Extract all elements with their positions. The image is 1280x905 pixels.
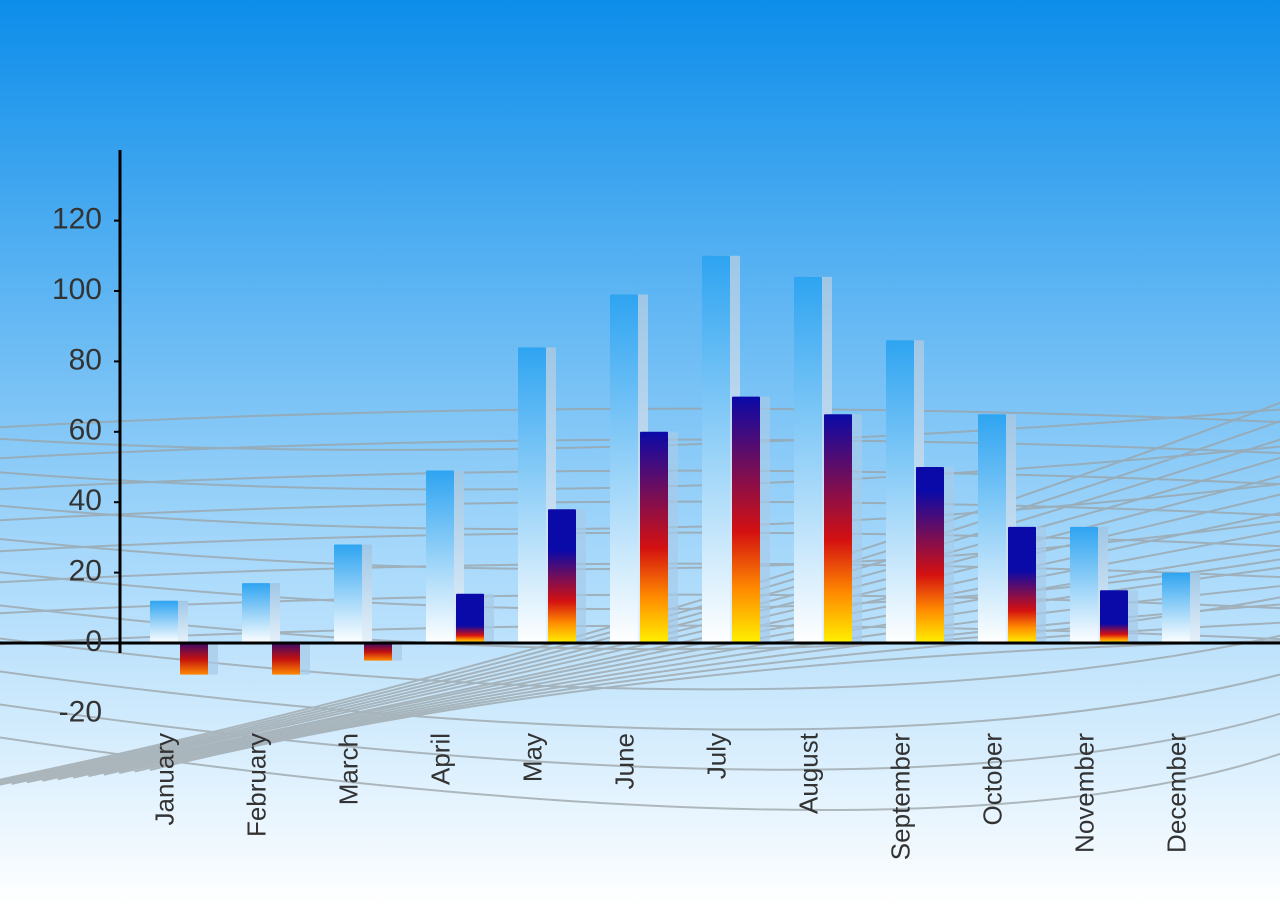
y-tick-label: 40 — [69, 484, 102, 517]
x-category-label: March — [334, 733, 364, 805]
x-category-label: July — [702, 733, 732, 779]
x-category-label: February — [242, 733, 272, 837]
x-category-label: December — [1162, 733, 1192, 853]
y-tick-label: 0 — [85, 625, 102, 658]
bar-primary — [886, 340, 914, 643]
bar-primary — [518, 347, 546, 643]
bar-secondary — [824, 414, 852, 643]
bar-secondary — [640, 432, 668, 643]
x-category-label: October — [978, 733, 1008, 826]
bar-primary — [610, 295, 638, 643]
bar-secondary — [548, 509, 576, 643]
bar-secondary — [364, 643, 392, 661]
bar-primary — [426, 471, 454, 643]
bar-primary — [242, 583, 270, 643]
bar-primary — [794, 277, 822, 643]
y-tick-label: -20 — [59, 695, 102, 728]
bar-secondary — [916, 467, 944, 643]
bar-secondary — [1008, 527, 1036, 643]
bar-primary — [334, 544, 362, 643]
bar-primary — [978, 414, 1006, 643]
y-tick-label: 120 — [52, 203, 102, 236]
y-tick-label: 80 — [69, 343, 102, 376]
y-tick-label: 60 — [69, 414, 102, 447]
bar-secondary — [732, 397, 760, 643]
chart-container: { "chart": { "type": "grouped-bar", "wid… — [0, 0, 1280, 905]
x-category-label: April — [426, 733, 456, 785]
x-category-label: August — [794, 732, 824, 814]
x-category-label: June — [610, 733, 640, 789]
bar-primary — [702, 256, 730, 643]
y-tick-label: 100 — [52, 273, 102, 306]
y-tick-label: 20 — [69, 555, 102, 588]
x-category-label: May — [518, 733, 548, 782]
x-category-label: November — [1070, 733, 1100, 853]
bar-secondary — [456, 594, 484, 643]
chart-svg: -20 0 20 40 60 80 100 120 January February March Ap… — [0, 0, 1280, 905]
x-category-label: January — [150, 733, 180, 826]
bar-primary — [1162, 573, 1190, 643]
bar-secondary — [180, 643, 208, 675]
bar-primary — [150, 601, 178, 643]
x-category-label: September — [886, 733, 916, 861]
bar-secondary — [1100, 590, 1128, 643]
bar-secondary — [272, 643, 300, 675]
bar-primary — [1070, 527, 1098, 643]
